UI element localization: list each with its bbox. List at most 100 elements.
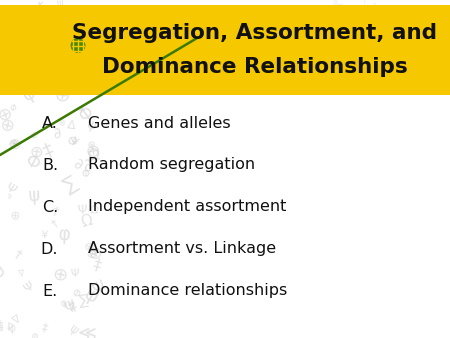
Text: ¥: ¥ xyxy=(68,135,81,150)
Text: ⊗: ⊗ xyxy=(352,30,362,42)
Text: Ψ: Ψ xyxy=(408,51,419,63)
Text: ⊕: ⊕ xyxy=(27,144,44,161)
Text: Dominance Relationships: Dominance Relationships xyxy=(102,57,408,77)
Text: B.: B. xyxy=(42,158,58,172)
Text: ψ: ψ xyxy=(28,187,41,206)
Text: ¥: ¥ xyxy=(320,50,334,67)
Text: ∂: ∂ xyxy=(81,156,94,175)
Text: Φ: Φ xyxy=(68,29,79,41)
Text: Segregation, Assortment, and: Segregation, Assortment, and xyxy=(72,23,437,43)
Text: ∑: ∑ xyxy=(5,18,25,40)
Text: ∂: ∂ xyxy=(325,23,338,38)
Text: Ψ: Ψ xyxy=(77,21,88,33)
Text: Random segregation: Random segregation xyxy=(88,158,255,172)
Text: Ψ: Ψ xyxy=(70,268,79,279)
Text: ⊕: ⊕ xyxy=(51,265,69,285)
Text: ‡: ‡ xyxy=(331,50,336,59)
Text: ¥: ¥ xyxy=(40,230,48,241)
Text: Ψ: Ψ xyxy=(21,279,37,295)
Text: D.: D. xyxy=(40,241,58,257)
FancyBboxPatch shape xyxy=(0,5,450,95)
Text: ⊗: ⊗ xyxy=(83,239,98,255)
Text: ∑: ∑ xyxy=(83,58,99,75)
Text: ψ: ψ xyxy=(62,296,77,314)
Text: ⊗: ⊗ xyxy=(8,207,24,223)
Text: ∆: ∆ xyxy=(435,51,446,64)
Text: ψ: ψ xyxy=(440,24,450,34)
Text: ⊗: ⊗ xyxy=(8,136,23,152)
Text: Φ: Φ xyxy=(0,264,5,282)
Text: †: † xyxy=(50,217,60,229)
Text: φ: φ xyxy=(76,66,91,84)
Text: C.: C. xyxy=(42,199,58,215)
Text: ψ: ψ xyxy=(85,117,98,134)
Text: ∇: ∇ xyxy=(392,27,397,34)
Text: ⊗: ⊗ xyxy=(6,136,21,152)
Text: ⊗: ⊗ xyxy=(50,82,75,107)
Text: ψ: ψ xyxy=(81,285,102,308)
Text: ⊗: ⊗ xyxy=(2,4,13,18)
Circle shape xyxy=(71,39,85,52)
Text: ∂: ∂ xyxy=(357,24,365,35)
Text: ∑: ∑ xyxy=(84,326,102,338)
Text: ⊕: ⊕ xyxy=(0,103,15,126)
Text: ∑: ∑ xyxy=(78,292,89,308)
Text: ∇: ∇ xyxy=(401,25,415,40)
Text: Φ: Φ xyxy=(29,131,37,141)
Text: φ: φ xyxy=(29,331,39,338)
Text: ‡: ‡ xyxy=(40,140,56,162)
Text: ψ: ψ xyxy=(56,0,64,9)
Text: ∂: ∂ xyxy=(11,139,19,149)
Text: ∆: ∆ xyxy=(0,322,4,333)
Text: ⊗: ⊗ xyxy=(32,20,44,33)
Text: ⊕: ⊕ xyxy=(304,45,316,58)
Text: Φ: Φ xyxy=(80,169,90,180)
Text: ∂: ∂ xyxy=(6,192,12,201)
Text: ⊗: ⊗ xyxy=(331,0,338,6)
Text: Dominance relationships: Dominance relationships xyxy=(88,284,287,298)
Text: †: † xyxy=(35,0,48,15)
Text: φ: φ xyxy=(58,224,71,244)
Text: ∂: ∂ xyxy=(72,156,85,173)
Text: Ω: Ω xyxy=(405,62,414,72)
Text: ⊕: ⊕ xyxy=(0,116,16,137)
Text: ⊕: ⊕ xyxy=(86,243,104,264)
Text: A.: A. xyxy=(42,116,58,130)
Text: ⊕: ⊕ xyxy=(83,141,102,162)
Text: Φ: Φ xyxy=(69,287,81,300)
Text: Φ: Φ xyxy=(22,151,43,174)
Text: Φ: Φ xyxy=(0,34,6,50)
Text: †: † xyxy=(362,0,367,5)
Text: φ: φ xyxy=(60,298,68,309)
Text: ∆: ∆ xyxy=(362,14,372,25)
Text: ∂: ∂ xyxy=(372,1,378,10)
Text: Ψ: Ψ xyxy=(77,204,87,217)
Text: ‡: ‡ xyxy=(374,34,387,48)
Text: ‡: ‡ xyxy=(40,320,49,334)
Text: ∇: ∇ xyxy=(3,321,13,333)
Text: ∑: ∑ xyxy=(350,21,361,35)
Text: ∂: ∂ xyxy=(51,125,63,142)
Text: ∑: ∑ xyxy=(78,325,96,338)
Text: Φ: Φ xyxy=(65,134,81,150)
Text: ¥: ¥ xyxy=(79,105,85,115)
Text: E.: E. xyxy=(43,284,58,298)
Text: ⊗: ⊗ xyxy=(84,139,96,152)
Text: ‡: ‡ xyxy=(0,319,4,333)
Text: φ: φ xyxy=(20,83,39,105)
Text: Independent assortment: Independent assortment xyxy=(88,199,286,215)
Text: Ω: Ω xyxy=(86,148,101,164)
Text: ⊗: ⊗ xyxy=(382,34,392,45)
Text: ψ: ψ xyxy=(67,322,81,337)
Text: †: † xyxy=(50,203,60,218)
Text: Ψ: Ψ xyxy=(3,181,18,197)
Text: ψ: ψ xyxy=(8,324,16,334)
Text: ⊕: ⊕ xyxy=(381,27,387,33)
Text: ⊕: ⊕ xyxy=(364,19,376,33)
Text: Ψ: Ψ xyxy=(90,279,108,297)
Text: ⊕: ⊕ xyxy=(89,42,102,57)
Text: ∑: ∑ xyxy=(336,27,344,38)
Text: ∆: ∆ xyxy=(65,118,75,132)
Text: ∂: ∂ xyxy=(401,17,410,31)
Text: ⊗: ⊗ xyxy=(57,118,65,128)
